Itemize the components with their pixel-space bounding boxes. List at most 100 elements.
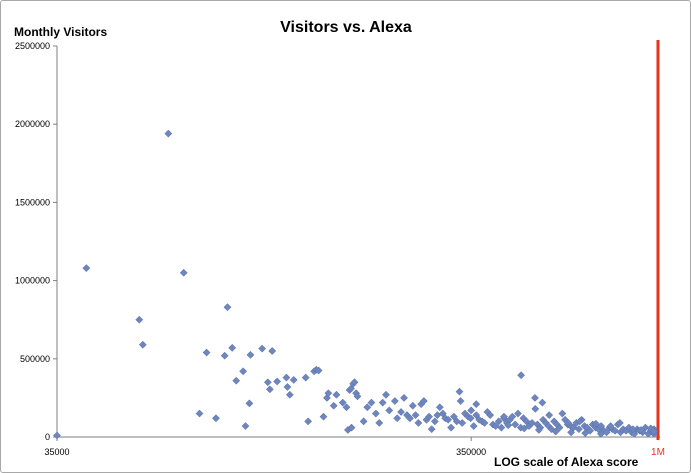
data-point bbox=[534, 426, 543, 434]
data-point bbox=[641, 423, 650, 432]
data-point bbox=[497, 423, 506, 432]
data-point bbox=[555, 423, 564, 432]
data-point bbox=[273, 377, 282, 386]
data-point bbox=[393, 414, 402, 423]
data-point bbox=[285, 390, 294, 399]
data-point bbox=[400, 393, 409, 402]
y-tick-label: 1500000 bbox=[15, 197, 50, 207]
data-point bbox=[239, 367, 248, 376]
data-point bbox=[195, 409, 204, 418]
data-points bbox=[53, 129, 658, 440]
data-point bbox=[363, 403, 372, 412]
data-point bbox=[467, 406, 476, 415]
data-point bbox=[223, 303, 232, 312]
y-ticks: 0 500000 1000000 1500000 2000000 2500000 bbox=[15, 41, 57, 442]
data-point bbox=[455, 387, 464, 396]
data-point bbox=[382, 390, 390, 399]
y-tick-label: 0 bbox=[45, 432, 50, 442]
data-point bbox=[385, 406, 394, 415]
data-point bbox=[581, 429, 590, 438]
data-point bbox=[574, 425, 583, 434]
data-point bbox=[82, 264, 91, 273]
data-point bbox=[456, 397, 465, 405]
data-point bbox=[508, 412, 517, 421]
data-point bbox=[520, 424, 529, 433]
data-point bbox=[511, 420, 520, 429]
data-point bbox=[414, 418, 423, 427]
data-point bbox=[650, 427, 658, 436]
data-point bbox=[547, 425, 556, 434]
data-point bbox=[472, 411, 481, 420]
data-point bbox=[232, 376, 241, 385]
data-point bbox=[301, 373, 310, 382]
data-point bbox=[350, 378, 359, 387]
data-point bbox=[378, 398, 387, 407]
data-point bbox=[324, 389, 333, 398]
data-point bbox=[359, 417, 368, 426]
x-ticks: 35000 350000 bbox=[44, 437, 486, 457]
data-point bbox=[545, 411, 554, 420]
data-point bbox=[435, 403, 444, 412]
data-point bbox=[323, 393, 331, 402]
data-point bbox=[630, 429, 639, 438]
data-point bbox=[268, 347, 277, 355]
data-point bbox=[347, 423, 356, 432]
data-point bbox=[342, 403, 351, 412]
data-point bbox=[458, 418, 467, 427]
data-point bbox=[514, 409, 522, 418]
data-point bbox=[332, 390, 341, 399]
y-axis-label: Monthly Visitors bbox=[14, 25, 107, 39]
data-point bbox=[494, 417, 503, 426]
data-point bbox=[500, 412, 508, 421]
data-point bbox=[283, 382, 292, 391]
data-point bbox=[538, 398, 547, 407]
data-point bbox=[517, 371, 526, 380]
data-point bbox=[241, 422, 250, 431]
x-tick-label: 350000 bbox=[456, 447, 486, 457]
data-point bbox=[375, 418, 384, 427]
y-tick-label: 2000000 bbox=[15, 119, 50, 129]
data-point bbox=[258, 344, 267, 353]
data-point bbox=[179, 268, 188, 277]
data-point bbox=[53, 431, 61, 440]
data-point bbox=[427, 425, 436, 434]
data-point bbox=[319, 412, 328, 421]
data-point bbox=[480, 418, 489, 427]
data-point bbox=[138, 340, 147, 349]
data-point bbox=[491, 422, 500, 431]
data-point bbox=[628, 425, 637, 434]
data-point bbox=[228, 343, 237, 352]
data-point bbox=[263, 378, 272, 387]
data-point bbox=[444, 415, 453, 424]
data-point bbox=[304, 417, 313, 426]
data-point bbox=[411, 411, 420, 420]
data-point bbox=[390, 397, 399, 405]
data-point bbox=[314, 366, 323, 375]
data-point bbox=[447, 423, 456, 432]
data-point bbox=[486, 411, 495, 420]
data-point bbox=[425, 412, 434, 421]
y-tick-label: 1000000 bbox=[15, 276, 50, 286]
data-point bbox=[371, 409, 380, 418]
data-point bbox=[575, 417, 584, 426]
data-point bbox=[637, 426, 646, 434]
data-point bbox=[329, 401, 338, 410]
data-point bbox=[551, 427, 560, 436]
y-tick-label: 2500000 bbox=[15, 41, 50, 51]
chart-title: Visitors vs. Alexa bbox=[280, 19, 412, 36]
data-point bbox=[611, 426, 620, 435]
data-point bbox=[135, 315, 144, 324]
data-point bbox=[602, 428, 611, 437]
data-point bbox=[591, 419, 600, 428]
data-point bbox=[558, 409, 567, 418]
data-point bbox=[405, 414, 414, 423]
data-point bbox=[606, 422, 615, 431]
data-point bbox=[212, 414, 220, 423]
data-point bbox=[408, 401, 417, 410]
data-point bbox=[430, 417, 439, 426]
data-point bbox=[466, 414, 475, 423]
data-point bbox=[472, 400, 481, 409]
data-point bbox=[567, 428, 576, 437]
data-point bbox=[164, 129, 173, 138]
